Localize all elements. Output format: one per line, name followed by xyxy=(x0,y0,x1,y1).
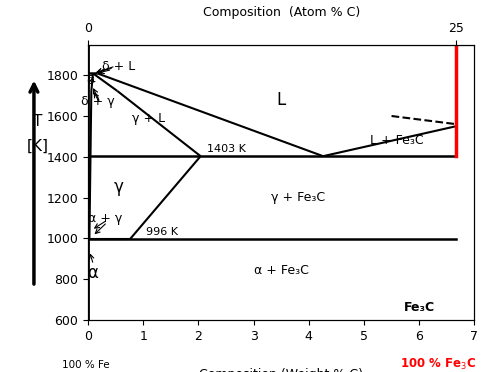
Text: L + Fe₃C: L + Fe₃C xyxy=(369,134,423,147)
Text: 1403 K: 1403 K xyxy=(206,144,245,154)
Text: γ: γ xyxy=(113,179,123,196)
X-axis label: Composition  (Atom % C): Composition (Atom % C) xyxy=(202,6,359,19)
Text: 100 % Fe: 100 % Fe xyxy=(61,360,109,370)
Text: 996 K: 996 K xyxy=(145,227,178,237)
Text: δ + L: δ + L xyxy=(102,60,135,73)
Text: 100 % Fe$_3$C: 100 % Fe$_3$C xyxy=(399,357,475,372)
Text: α: α xyxy=(87,264,98,282)
Text: Fe₃C: Fe₃C xyxy=(403,301,434,314)
Text: α + γ: α + γ xyxy=(88,212,122,225)
Text: δ: δ xyxy=(86,74,94,87)
Text: δ + γ: δ + γ xyxy=(81,95,115,108)
X-axis label: Composition (Weight % C): Composition (Weight % C) xyxy=(199,368,363,372)
Text: γ + Fe₃C: γ + Fe₃C xyxy=(270,191,324,204)
Text: α + Fe₃C: α + Fe₃C xyxy=(253,264,308,278)
Text: T: T xyxy=(33,114,42,129)
Text: L: L xyxy=(276,91,285,109)
Text: γ + L: γ + L xyxy=(132,112,165,125)
Text: [K]: [K] xyxy=(27,139,49,154)
